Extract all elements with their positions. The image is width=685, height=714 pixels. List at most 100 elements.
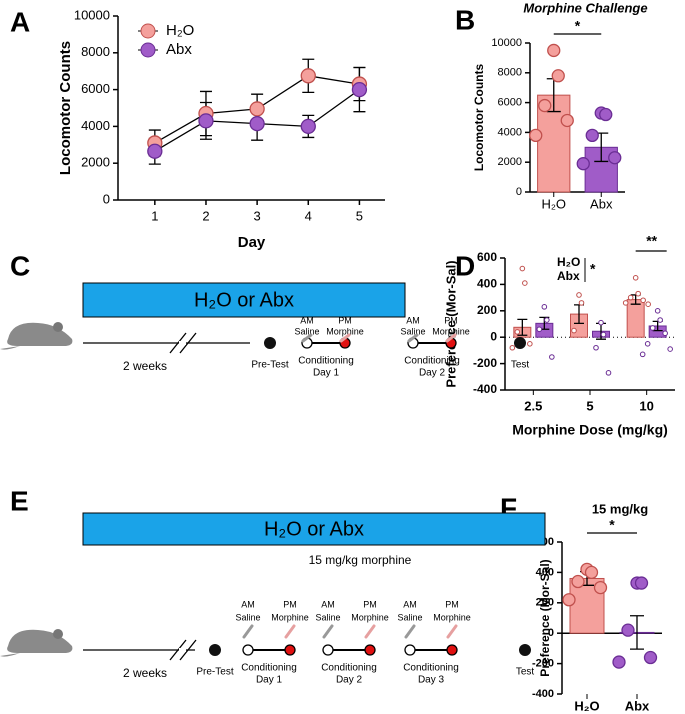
break-mark [169,639,197,661]
data-point [519,265,526,272]
data-point [576,292,582,298]
data-point [527,341,533,347]
morphine-dot [364,644,376,656]
data-point [593,344,599,351]
data-point [551,69,565,83]
data-point [576,157,590,171]
legend-label: Abx [557,269,580,283]
data-point [593,580,608,595]
data-point [300,68,316,84]
data-point [644,341,651,347]
data-point [612,655,626,669]
saline-dot [242,644,254,656]
syringe-icon [301,333,313,343]
data-point [536,326,543,333]
y-tick-label: 10000 [74,7,110,22]
break-gap [179,648,186,652]
banner-label: H₂O or Abx [194,289,294,311]
pm-label: Morphine [432,326,470,336]
x-axis-title: Morphine Dose (mg/kg) [512,422,668,438]
test-dot [519,644,531,656]
data-point [562,593,576,607]
data-point [622,300,629,306]
y-axis-title: Locomotor Counts [57,41,74,175]
am-label: AM [406,315,420,325]
break-mark [169,332,197,354]
significance-label: * [575,18,581,34]
duration-label: 2 weeks [123,359,167,373]
pretest-dot [264,337,276,349]
y-tick-label: 8000 [498,67,522,79]
bar [626,299,645,338]
data-point [640,297,646,304]
pm-label: PM [363,599,377,609]
data-point [522,280,528,286]
data-point [147,143,163,159]
session-label: Conditioning [241,663,297,674]
y-tick-label: 2000 [498,156,522,168]
data-point [608,151,622,165]
pretest-dot [209,644,221,656]
test-label: Test [516,667,535,678]
x-tick-label: H₂O [541,196,566,211]
pretest-label: Pre-Test [196,667,233,678]
condition-banner [82,282,406,318]
data-point [544,317,550,323]
y-tick-label: 200 [477,303,497,317]
pretest-label: Pre-Test [251,360,288,371]
syringe-icon [446,624,458,639]
data-point [605,370,612,376]
pm-label: PM [444,315,458,325]
break-gap [179,341,186,345]
significance-label: * [609,517,615,533]
data-point [249,101,265,117]
am-label: AM [241,599,255,609]
x-tick-label: 4 [305,208,312,223]
data-point [351,81,368,98]
y-axis-title: Locomotor Counts [472,64,486,172]
session-label: Day 1 [256,675,283,686]
y-tick-label: 0 [516,186,522,198]
data-point [549,354,555,360]
am-label: Saline [397,612,422,622]
syringe-icon [339,333,351,343]
syringe-icon [242,624,254,639]
y-tick-label: 600 [477,250,497,264]
panel-label: C [10,250,30,281]
y-tick-label: 200 [536,597,554,609]
y-tick-label: 400 [536,566,554,578]
y-tick-label: 0 [490,329,497,343]
pm-label: Morphine [433,612,471,622]
error-bar [517,318,528,336]
session-label: Day 1 [313,368,340,379]
data-point [657,317,663,323]
data-point [514,329,521,335]
legend-marker [140,42,156,58]
panel-label: A [10,6,30,37]
y-tick-label: 0 [548,627,554,639]
syringe-icon [404,624,416,639]
morphine-dot [446,644,458,656]
am-label: Saline [400,326,425,336]
data-point [571,327,577,334]
data-point [585,128,599,143]
x-tick-label: 1 [151,208,158,223]
panel-label: B [455,4,475,35]
y-tick-label: 4000 [81,118,110,133]
data-point [645,301,651,308]
session-label: Day 2 [336,675,363,686]
y-tick-label: 4000 [498,126,522,138]
panel-label: D [455,250,475,281]
data-point [300,118,316,135]
x-tick-label: 10 [639,398,653,413]
data-point [198,113,214,129]
mouse-ear [53,629,63,639]
saline-dot [322,644,334,656]
am-label: Saline [315,612,340,622]
x-tick-label: 2.5 [524,398,542,413]
pm-label: Morphine [326,326,364,336]
am-label: AM [300,315,314,325]
data-point [639,351,646,358]
data-point [538,98,552,113]
